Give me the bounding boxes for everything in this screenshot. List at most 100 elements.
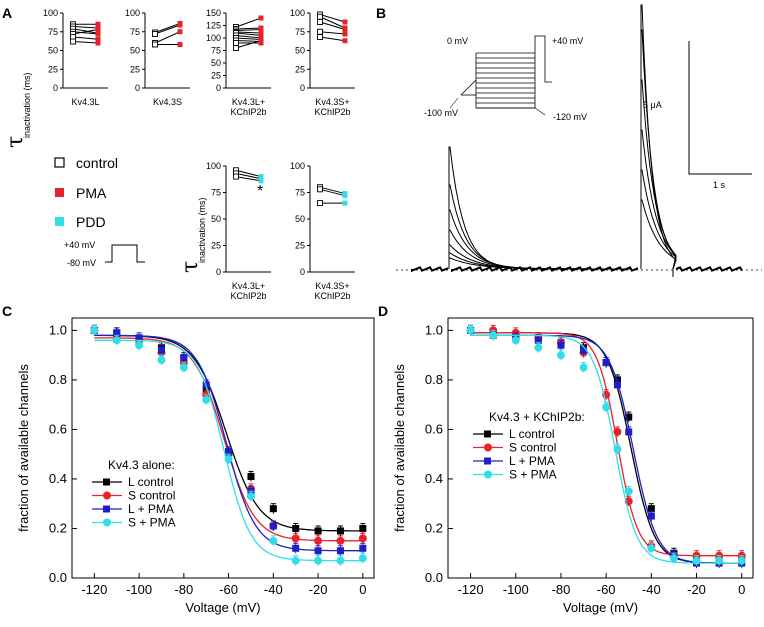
y-tick-label: 100 — [290, 161, 305, 171]
pair-line — [235, 27, 262, 30]
y-tick-label: 0.8 — [49, 372, 67, 387]
legend-marker — [484, 443, 492, 452]
y-tick-label: 50 — [211, 214, 221, 224]
pair-line — [72, 41, 99, 44]
legend-marker-pdd — [55, 217, 64, 226]
data-point — [625, 413, 633, 421]
data-point — [135, 334, 143, 342]
y-tick-label: 0.4 — [425, 471, 443, 486]
protocol-label-40mv: +40 mV — [552, 36, 583, 46]
baseline-trace — [675, 266, 743, 272]
scale-current-label: 5 μA — [643, 100, 662, 110]
y-tick-label: 0.2 — [425, 520, 443, 535]
x-axis-label: KChIP2b — [230, 291, 266, 301]
data-point — [90, 326, 99, 335]
legend-marker — [484, 457, 491, 465]
data-point — [625, 428, 633, 436]
treated-point — [258, 38, 264, 43]
treated-point — [342, 27, 348, 32]
y-tick-label: 25 — [211, 71, 221, 81]
data-point — [613, 381, 621, 389]
x-axis-label: Kv4.3S — [153, 97, 182, 107]
legend-marker-pma — [55, 188, 64, 197]
control-point — [233, 40, 239, 46]
y-tick-label: 75 — [211, 46, 221, 56]
x-axis-label: Voltage (mV) — [563, 600, 638, 615]
data-point — [737, 556, 746, 565]
baseline-trace — [411, 266, 449, 273]
panel-c-chart: -120 -100 -80 -60 -40 -20 0 0.0 0.2 0.4 0.6 0.8 1.0 V… — [16, 317, 375, 615]
current-trace-test — [640, 169, 677, 270]
y-tick-label: 0.2 — [49, 520, 67, 535]
y-tick-label: 50 — [48, 46, 58, 56]
x-tick-label: -60 — [597, 582, 616, 597]
y-tick-label: 75 — [295, 188, 305, 198]
x-tick-label: -60 — [219, 582, 238, 597]
y-tick-label: 0 — [216, 267, 221, 277]
y-tick-label: 0 — [300, 83, 305, 93]
treated-point — [95, 31, 101, 37]
data-point — [534, 343, 543, 352]
pair-line — [72, 29, 99, 35]
data-point — [291, 534, 300, 543]
control-point — [317, 34, 323, 40]
treated-point — [342, 193, 348, 199]
control-point — [152, 41, 158, 48]
protocol-pointer — [449, 97, 459, 109]
pair-line — [319, 31, 346, 35]
protocol-pointer — [534, 107, 546, 116]
pair-line — [319, 186, 346, 195]
data-point — [715, 556, 724, 565]
treated-point — [177, 42, 183, 47]
y-tick-label: 50 — [211, 58, 221, 68]
data-point — [602, 403, 611, 412]
y-tick-label: 0.0 — [49, 570, 67, 585]
pair-line — [319, 16, 346, 29]
data-point — [359, 524, 367, 532]
current-trace-test — [640, 79, 677, 270]
y-tick-label: 100 — [290, 8, 305, 18]
control-point — [317, 28, 323, 35]
x-axis-label: Kv4.3L+ — [232, 281, 265, 291]
treated-point — [258, 178, 264, 184]
legend-label: S control — [509, 441, 556, 455]
data-point — [336, 536, 345, 545]
legend-label: S + PMA — [509, 468, 557, 482]
panel-letter-d: D — [378, 303, 388, 319]
data-point — [292, 524, 300, 532]
protocol-trace — [105, 244, 145, 263]
treated-point — [342, 200, 348, 206]
data-point — [225, 448, 233, 456]
y-tick-label: 0.6 — [49, 421, 67, 436]
legend-marker — [103, 478, 110, 486]
current-trace-step — [448, 209, 630, 270]
data-point — [692, 556, 701, 565]
data-point — [314, 536, 323, 545]
control-point — [317, 186, 323, 193]
legend-title: Kv4.3 alone: — [108, 458, 175, 472]
y-tick-label: 0 — [53, 83, 58, 93]
control-point — [317, 200, 323, 207]
subplot-kv43s-kchip2b-pdd: 0 25 50 75 100 Kv4.3S+KChIP2b — [290, 161, 355, 301]
pair-line — [235, 29, 262, 31]
pair-line — [319, 14, 346, 23]
x-tick-label: -100 — [503, 582, 529, 597]
data-point — [202, 395, 211, 404]
data-point — [269, 536, 278, 545]
x-tick-label: -120 — [458, 582, 484, 597]
legend-label: L control — [128, 475, 174, 489]
data-point — [269, 505, 277, 513]
current-trace-test — [640, 199, 677, 270]
y-tick-label: 0 — [300, 267, 305, 277]
subplot-kv43l: 0 25 50 75 100 Kv4.3L — [43, 8, 108, 107]
pair-line — [235, 17, 262, 28]
x-tick-label: -40 — [642, 582, 661, 597]
x-axis-label: KChIP2b — [230, 107, 266, 117]
protocol-label-0mv: 0 mV — [447, 36, 468, 46]
legend-label-pdd: PDD — [76, 214, 106, 230]
panel-letter-b: B — [376, 5, 386, 21]
data-point — [358, 534, 367, 543]
y-tick-label: 75 — [211, 188, 221, 198]
treated-point — [342, 38, 348, 44]
pair-line — [235, 32, 262, 36]
